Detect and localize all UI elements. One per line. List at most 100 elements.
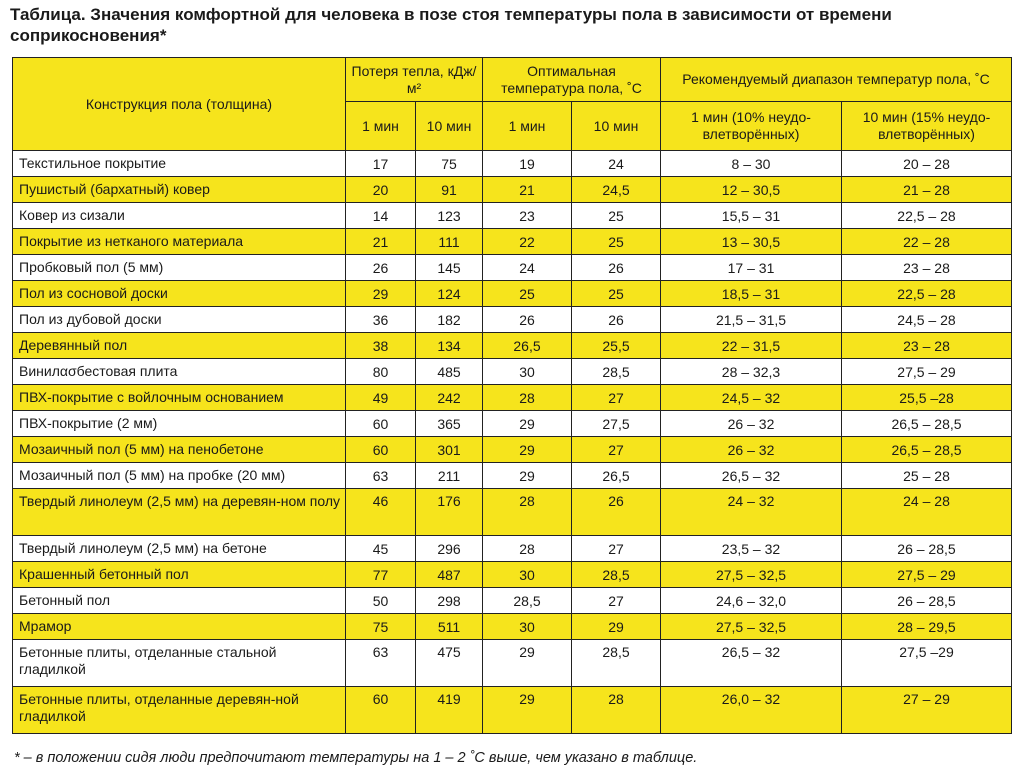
row-value: 29 xyxy=(482,410,572,437)
row-value: 26,5 – 28,5 xyxy=(841,436,1012,463)
row-construction: Бетонные плиты, отделанные стальной глад… xyxy=(12,639,346,687)
row-construction: Текстильное покрытие xyxy=(12,150,346,177)
row-value: 26 xyxy=(571,488,661,536)
row-value: 298 xyxy=(415,587,483,614)
row-value: 22,5 – 28 xyxy=(841,202,1012,229)
row-value: 27,5 – 29 xyxy=(841,358,1012,385)
row-value: 19 xyxy=(482,150,572,177)
row-value: 27 xyxy=(571,535,661,562)
row-value: 26 – 28,5 xyxy=(841,535,1012,562)
row-value: 21,5 – 31,5 xyxy=(660,306,842,333)
row-value: 26 xyxy=(345,254,416,281)
row-value: 63 xyxy=(345,462,416,489)
row-value: 22 xyxy=(482,228,572,255)
row-value: 23 – 28 xyxy=(841,254,1012,281)
row-value: 30 xyxy=(482,358,572,385)
row-value: 26,5 xyxy=(571,462,661,489)
row-value: 60 xyxy=(345,686,416,734)
row-value: 28 – 29,5 xyxy=(841,613,1012,640)
table-row: Твердый линолеум (2,5 мм) на деревян-ном… xyxy=(12,488,1012,536)
row-value: 28,5 xyxy=(571,639,661,687)
table-row: Покрытие из нетканого материала 21 111 22 25… xyxy=(12,228,1012,255)
row-construction: Пробковый пол (5 мм) xyxy=(12,254,346,281)
table-row: Деревянный пол 38 134 26,5 25,5 22 – 31,5 23 –… xyxy=(12,332,1012,359)
table-row: Бетонный пол 50 298 28,5 27 24,6 – 32,0 26 – 2… xyxy=(12,587,1012,614)
row-value: 26,5 – 28,5 xyxy=(841,410,1012,437)
row-construction: Мозаичный пол (5 мм) на пробке (20 мм) xyxy=(12,462,346,489)
row-value: 23 xyxy=(482,202,572,229)
row-value: 487 xyxy=(415,561,483,588)
row-value: 365 xyxy=(415,410,483,437)
row-value: 21 xyxy=(482,176,572,203)
row-value: 20 – 28 xyxy=(841,150,1012,177)
table-row: Пушистый (бархатный) ковер 20 91 21 24,5 12 –… xyxy=(12,176,1012,203)
row-value: 419 xyxy=(415,686,483,734)
row-value: 77 xyxy=(345,561,416,588)
row-value: 27 xyxy=(571,384,661,411)
row-value: 29 xyxy=(482,686,572,734)
row-value: 25,5 xyxy=(571,332,661,359)
row-value: 29 xyxy=(482,436,572,463)
row-value: 49 xyxy=(345,384,416,411)
row-value: 29 xyxy=(571,613,661,640)
row-value: 24,5 – 28 xyxy=(841,306,1012,333)
row-value: 26 xyxy=(482,306,572,333)
row-value: 26,5 xyxy=(482,332,572,359)
row-construction: Твердый линолеум (2,5 мм) на деревян-ном… xyxy=(12,488,346,536)
row-value: 63 xyxy=(345,639,416,687)
table-row: ПВХ-покрытие с войлочным основанием 49 242… xyxy=(12,384,1012,411)
row-value: 22 – 31,5 xyxy=(660,332,842,359)
row-value: 27,5 – 32,5 xyxy=(660,613,842,640)
row-construction: Мрамор xyxy=(12,613,346,640)
row-value: 29 xyxy=(345,280,416,307)
row-value: 511 xyxy=(415,613,483,640)
row-value: 17 – 31 xyxy=(660,254,842,281)
row-value: 15,5 – 31 xyxy=(660,202,842,229)
row-value: 25 xyxy=(571,202,661,229)
table-row: ПВХ-покрытие (2 мм) 60 365 29 27,5 26 – 32 26,… xyxy=(12,410,1012,437)
row-value: 145 xyxy=(415,254,483,281)
row-value: 60 xyxy=(345,410,416,437)
row-value: 26 xyxy=(571,306,661,333)
row-value: 26,0 – 32 xyxy=(660,686,842,734)
header-rec-1min: 1 мин (10% неудо-влетворённых) xyxy=(660,101,842,151)
row-value: 27 xyxy=(571,587,661,614)
row-value: 23 – 28 xyxy=(841,332,1012,359)
row-value: 30 xyxy=(482,561,572,588)
row-value: 28,5 xyxy=(571,561,661,588)
row-construction: Пол из дубовой доски xyxy=(12,306,346,333)
row-value: 13 – 30,5 xyxy=(660,228,842,255)
table-row: Мозаичный пол (5 мм) на пробке (20 мм) 63… xyxy=(12,462,1012,489)
row-value: 29 xyxy=(482,639,572,687)
row-value: 26,5 – 32 xyxy=(660,639,842,687)
row-value: 24,5 xyxy=(571,176,661,203)
header-recommended: Рекомендуемый диапазон температур пола, … xyxy=(660,57,1012,102)
row-value: 28 – 32,3 xyxy=(660,358,842,385)
row-value: 18,5 – 31 xyxy=(660,280,842,307)
row-value: 24 – 32 xyxy=(660,488,842,536)
table-row: Твердый линолеум (2,5 мм) на бетоне 45 296… xyxy=(12,535,1012,562)
row-value: 50 xyxy=(345,587,416,614)
row-construction: Винилασбестовая плита xyxy=(12,358,346,385)
footnote: * – в положении сидя люди предпочитают т… xyxy=(14,750,698,766)
row-value: 36 xyxy=(345,306,416,333)
row-construction: Покрытие из нетканого материала xyxy=(12,228,346,255)
row-value: 211 xyxy=(415,462,483,489)
row-value: 20 xyxy=(345,176,416,203)
row-value: 26 – 28,5 xyxy=(841,587,1012,614)
row-value: 25 xyxy=(571,280,661,307)
row-value: 45 xyxy=(345,535,416,562)
row-value: 28 xyxy=(482,535,572,562)
row-value: 21 xyxy=(345,228,416,255)
row-construction: Деревянный пол xyxy=(12,332,346,359)
row-value: 25 xyxy=(571,228,661,255)
row-value: 28 xyxy=(482,488,572,536)
table-row: Мозаичный пол (5 мм) на пенобетоне 60 301 2… xyxy=(12,436,1012,463)
row-construction: Пол из сосновой доски xyxy=(12,280,346,307)
row-value: 27 – 29 xyxy=(841,686,1012,734)
row-construction: Бетонные плиты, отделанные деревян-ной г… xyxy=(12,686,346,734)
row-value: 46 xyxy=(345,488,416,536)
row-value: 182 xyxy=(415,306,483,333)
header-heat-loss: Потеря тепла, кДж/м² xyxy=(345,57,483,102)
row-value: 23,5 – 32 xyxy=(660,535,842,562)
